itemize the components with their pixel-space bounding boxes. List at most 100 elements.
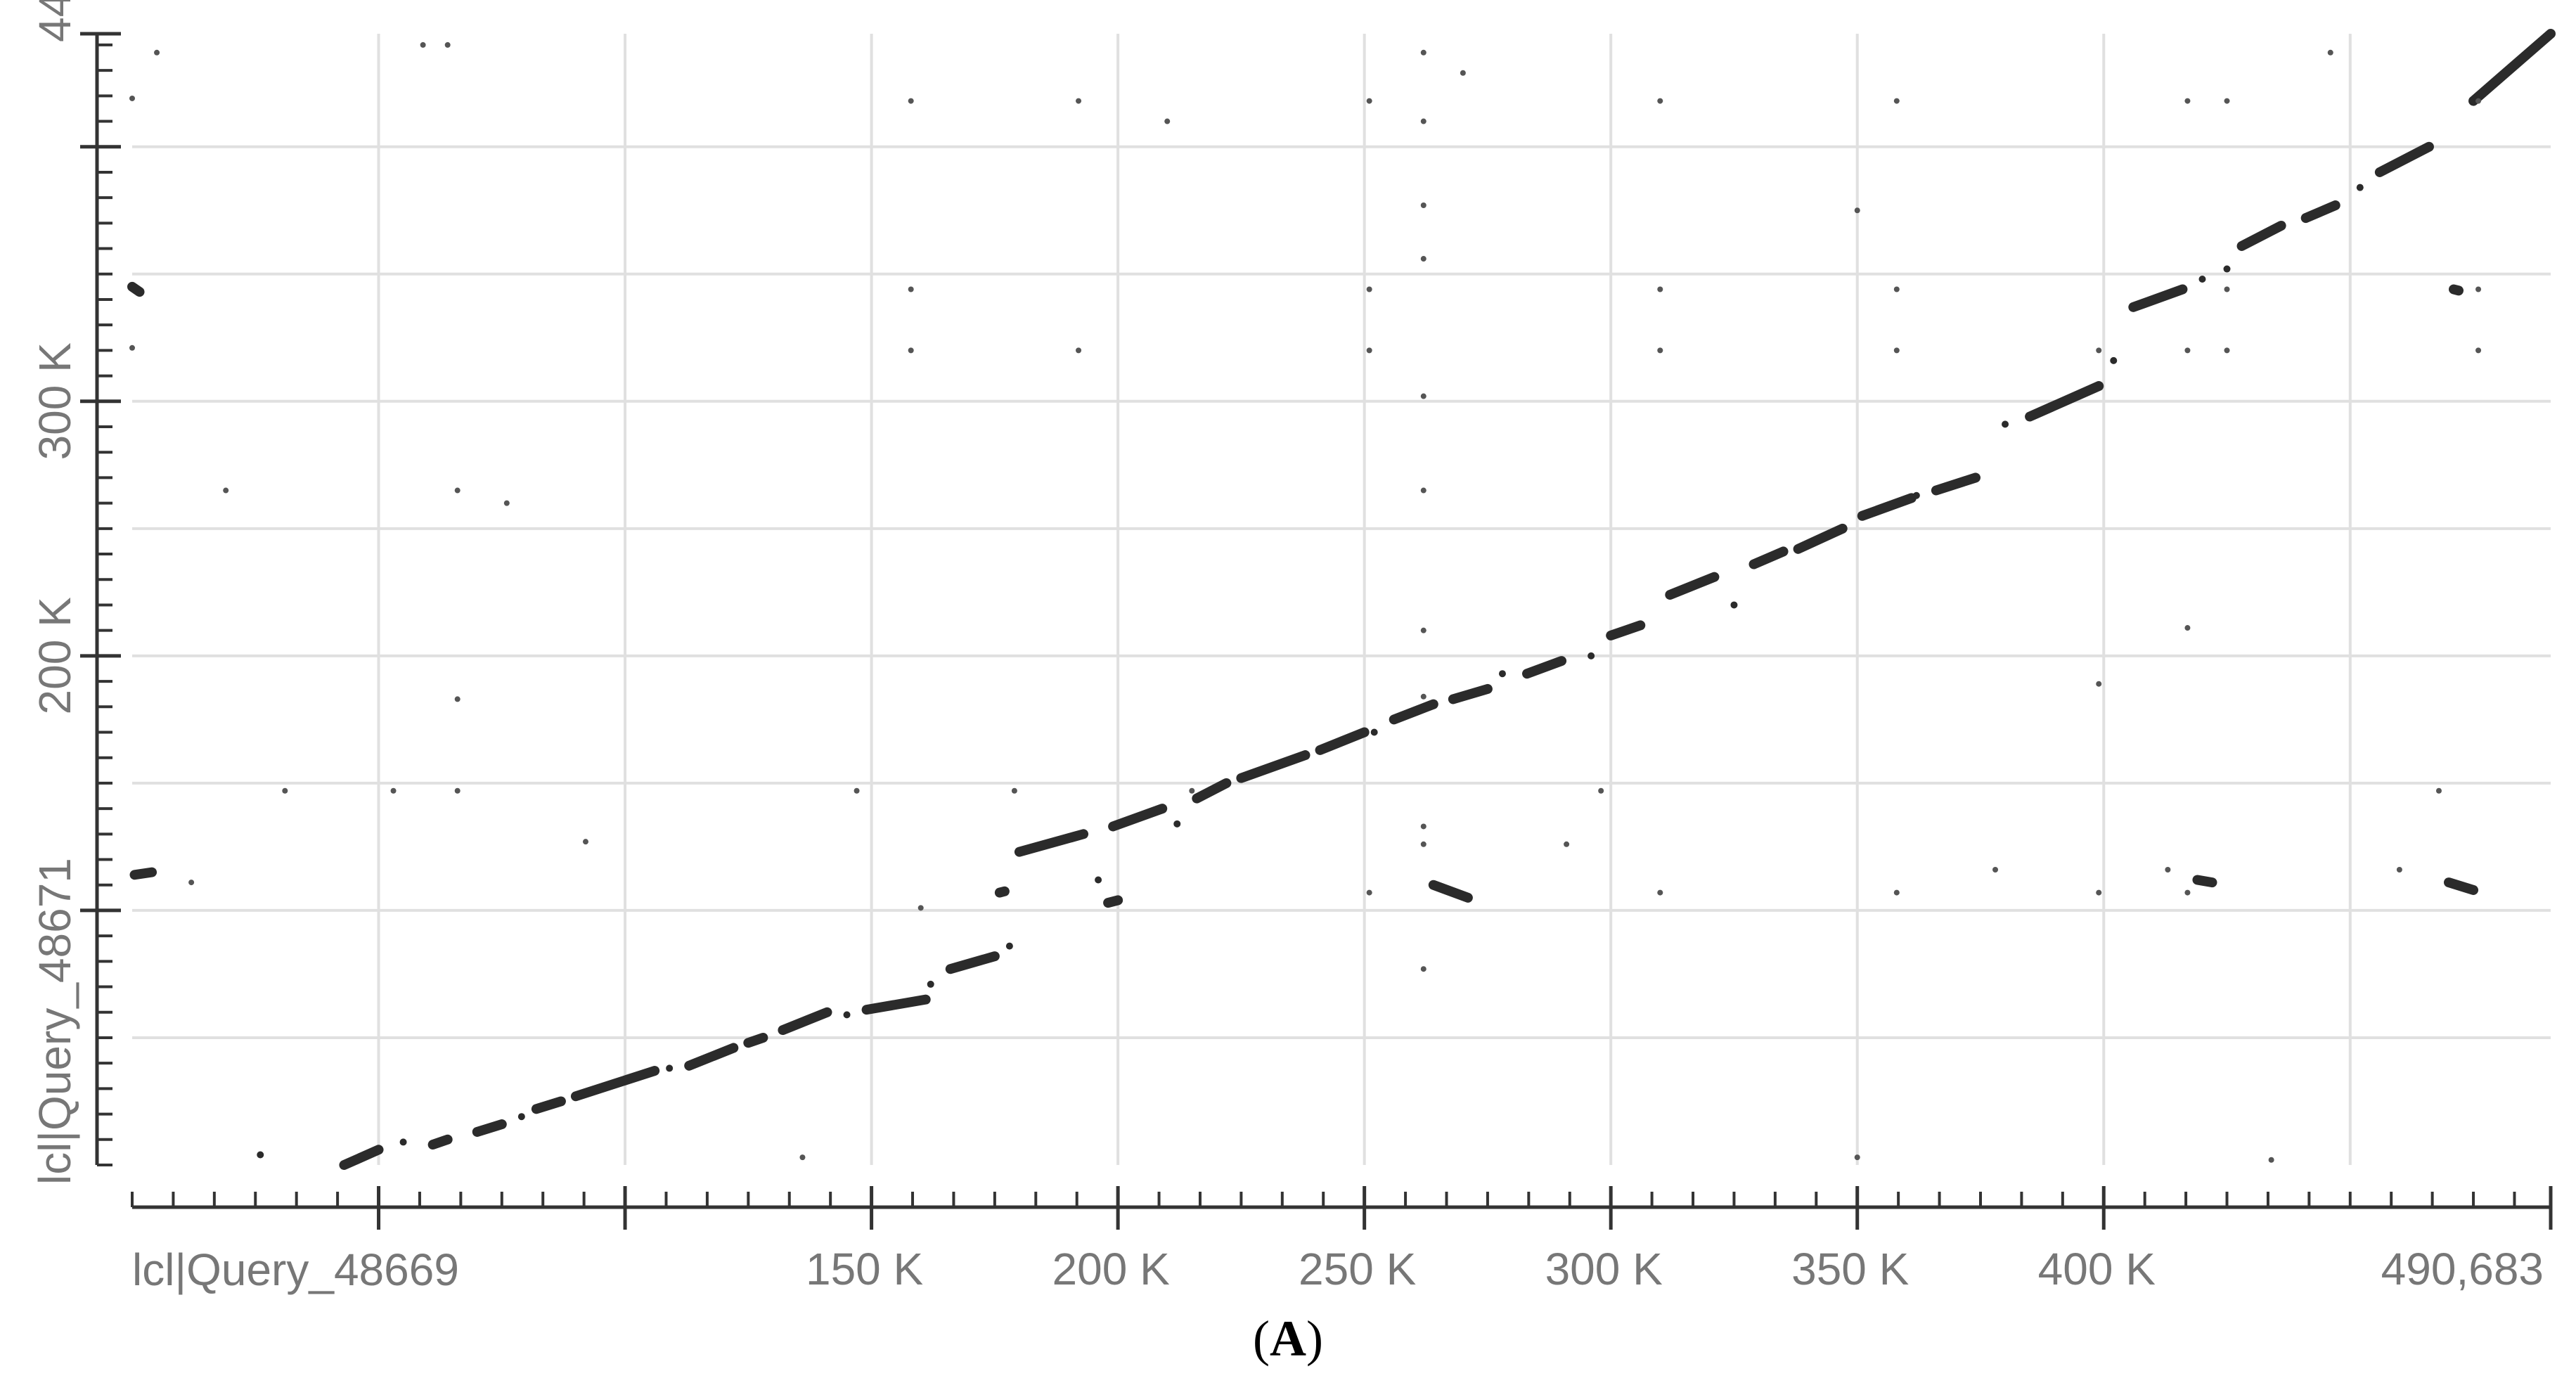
noise-point xyxy=(2184,98,2191,104)
noise-point xyxy=(2184,625,2191,631)
y-tick-label: 200 K xyxy=(30,597,80,714)
diagonal-segment xyxy=(2025,381,2104,422)
noise-point xyxy=(2475,98,2482,104)
diagonal-dot xyxy=(257,1151,264,1159)
noise-point xyxy=(2475,347,2482,354)
diagonal-segment xyxy=(945,951,1000,974)
y-axis-ticks: 200 K 300 K 444,394 xyxy=(30,0,121,1166)
noise-point xyxy=(908,286,914,292)
noise-point xyxy=(1011,787,1017,794)
noise-point xyxy=(454,787,461,794)
noise-point xyxy=(2165,867,2171,873)
diagonal-dot xyxy=(1005,942,1013,950)
diagonal-dot xyxy=(1730,601,1738,609)
noise-point xyxy=(908,98,914,104)
diagonal-segment xyxy=(743,1032,768,1048)
noise-point xyxy=(154,49,160,56)
diagonal-segment xyxy=(1931,472,1981,496)
off-diagonal-segment xyxy=(2443,877,2479,895)
diagonal-segment xyxy=(1522,656,1567,679)
x-tick-label: 150 K xyxy=(806,1244,923,1294)
diagonal-segment xyxy=(1389,699,1438,725)
caption-open-paren: ( xyxy=(1253,1311,1270,1367)
diagonal-segment xyxy=(339,1145,384,1170)
diagonal-segment xyxy=(570,1066,660,1102)
noise-point xyxy=(1657,889,1663,896)
noise-point xyxy=(2224,286,2230,292)
x-tick-label: 250 K xyxy=(1299,1244,1416,1294)
diagonal-dot xyxy=(2198,276,2206,283)
diagonal-dot xyxy=(1095,876,1102,884)
off-diagonal-segment xyxy=(2449,284,2464,296)
noise-point xyxy=(1992,867,1999,873)
diagonal-dot xyxy=(1370,728,1378,736)
diagonal-dot xyxy=(2356,184,2364,191)
noise-point xyxy=(1420,118,1427,124)
noise-point xyxy=(282,787,288,794)
noise-point xyxy=(1657,347,1663,354)
noise-point xyxy=(454,696,461,702)
y-tick-label: 300 K xyxy=(30,342,80,460)
noise-point xyxy=(223,487,229,494)
noise-point xyxy=(1893,889,1900,896)
noise-point xyxy=(420,41,426,48)
diagonal-segment xyxy=(1192,778,1232,804)
diagonal-segment xyxy=(1448,683,1493,704)
noise-point xyxy=(1893,98,1900,104)
x-tick-label: 490,683 xyxy=(2381,1244,2544,1294)
noise-point xyxy=(1420,693,1427,700)
x-tick-label: 350 K xyxy=(1791,1244,1909,1294)
noise-point xyxy=(1598,787,1604,794)
off-diagonal-segment xyxy=(994,886,1010,898)
noise-point xyxy=(2096,889,2102,896)
diagonal-segment xyxy=(2300,200,2340,224)
caption-close-paren: ) xyxy=(1306,1311,1323,1367)
noise-point xyxy=(1420,841,1427,847)
diagonal-dot xyxy=(666,1064,674,1072)
noise-point xyxy=(2096,681,2102,687)
diagonal-segment xyxy=(472,1119,507,1137)
noise-point xyxy=(1854,1154,1860,1161)
diagonal-segment xyxy=(1108,804,1168,832)
data-points xyxy=(127,29,2556,1170)
noise-point xyxy=(908,347,914,354)
diagonal-segment xyxy=(778,1007,832,1036)
figure-caption: (A) xyxy=(1253,1311,1323,1367)
noise-point xyxy=(582,839,588,845)
noise-point xyxy=(503,500,510,506)
noise-point xyxy=(1164,118,1171,124)
noise-point xyxy=(1420,256,1427,262)
noise-point xyxy=(390,787,397,794)
noise-point xyxy=(1366,286,1372,292)
x-tick-label: 200 K xyxy=(1052,1244,1170,1294)
off-diagonal-segment xyxy=(2192,875,2217,888)
noise-point xyxy=(2224,347,2230,354)
noise-point xyxy=(2327,49,2333,56)
noise-point xyxy=(1420,393,1427,399)
diagonal-dot xyxy=(1173,820,1181,828)
noise-point xyxy=(1189,787,1195,794)
diagonal-segment xyxy=(1606,620,1646,640)
noise-point xyxy=(1366,347,1372,354)
noise-point xyxy=(129,345,135,351)
diagonal-segment xyxy=(2468,29,2556,106)
diagonal-segment xyxy=(1014,829,1089,857)
noise-point xyxy=(1564,841,1570,847)
noise-point xyxy=(2475,286,2482,292)
noise-point xyxy=(2224,98,2230,104)
y-tick-label: 444,394 xyxy=(30,0,80,42)
diagonal-dot xyxy=(1498,670,1506,678)
noise-point xyxy=(454,487,461,494)
diagonal-segment xyxy=(1236,750,1310,783)
x-tick-label: 400 K xyxy=(2038,1244,2156,1294)
noise-point xyxy=(1420,487,1427,494)
noise-point xyxy=(1460,70,1466,76)
diagonal-dot xyxy=(2223,265,2231,273)
diagonal-dot xyxy=(1588,652,1595,659)
diagonal-dot xyxy=(517,1113,525,1121)
noise-point xyxy=(2096,347,2102,354)
diagonal-segment xyxy=(427,1134,453,1150)
diagonal-dot xyxy=(843,1011,851,1019)
noise-point xyxy=(2268,1157,2274,1163)
